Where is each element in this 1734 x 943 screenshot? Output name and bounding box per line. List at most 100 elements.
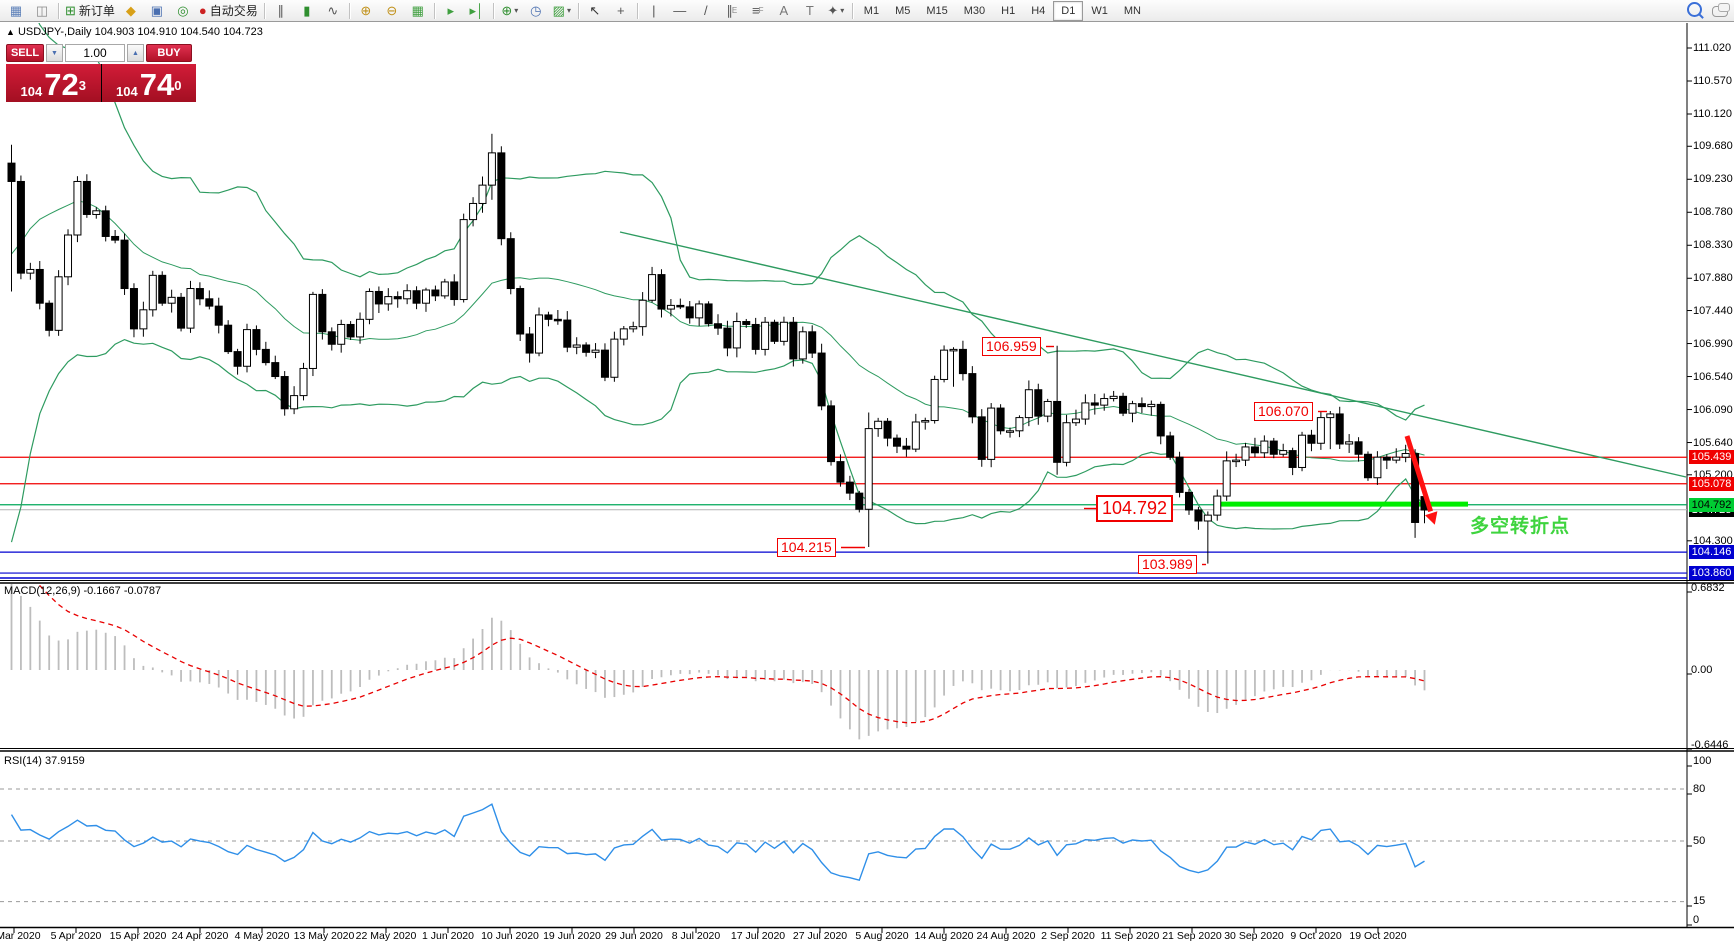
price-callout[interactable]: 104.792 [1096,495,1174,522]
add-indicator-icon[interactable]: ⊕ ▾ [497,0,523,22]
date-axis-label: 11 Sep 2020 [1100,930,1160,942]
date-axis-label: 13 May 2020 [293,930,355,942]
timeframe-button-D1[interactable]: D1 [1053,0,1084,21]
sell-button[interactable]: SELL [6,44,44,62]
candle-bull [1043,400,1052,417]
sell-price-display[interactable]: 104 72 3 [6,64,101,102]
bollinger-upper-band [38,23,1425,421]
candle-bull [619,328,628,340]
candlestick-icon[interactable]: ▮ [294,0,320,22]
candle-bull [1222,460,1231,497]
candle-bull [1213,495,1222,516]
red-down-arrow[interactable] [1404,435,1433,513]
auto-scroll-icon[interactable]: ▸ [438,0,464,22]
price-callout[interactable]: 106.070 [1254,402,1313,421]
bull-bear-turning-point-note[interactable]: 多空转折点 [1470,516,1571,537]
rsi-pane [0,788,1687,903]
candle-bull [874,420,883,430]
tile-windows-icon[interactable]: ▦ [405,0,431,22]
candle-bear [1185,491,1193,511]
cursor-icon[interactable]: ↖ [582,0,608,22]
channel-icon[interactable]: ∥ E [719,0,745,22]
candle-bull [1062,422,1071,463]
search-icon[interactable] [1687,2,1702,17]
template-icon: ▨ [552,2,565,18]
candle-bear [280,376,289,410]
buy-button[interactable]: BUY [146,44,192,62]
crosshair-icon: + [617,2,625,18]
date-axis-label: 10 Jun 2020 [481,930,539,942]
profiles-icon[interactable]: ◫ [29,0,55,22]
date-axis-label: 5 Apr 2020 [50,930,102,942]
trendline-icon[interactable]: / [693,0,719,22]
candle-bear [177,296,186,329]
volume-input[interactable] [65,44,125,62]
bar-chart-icon[interactable]: ∥ [268,0,294,22]
zoom-out-icon[interactable]: ⊖ [379,0,405,22]
timeframe-button-W1[interactable]: W1 [1091,4,1108,17]
volume-decrease-button[interactable]: ▼ [46,44,63,62]
timeframe-button-M1[interactable]: M1 [863,4,880,17]
metaeditor-icon[interactable]: ▣ [144,0,170,22]
price-callout[interactable]: 106.959 [982,337,1041,356]
volume-increase-button[interactable]: ▲ [127,44,144,62]
cursor-icon: ↖ [589,2,601,18]
chart-shift-icon[interactable]: ▸│ [464,0,490,22]
candle-bear [845,481,854,494]
candle-bull [1081,402,1090,420]
main-toolbar: ▦ ◫ ⊞ 新订单 ◆ ▣ ◎ ● 自动交易 ∥ ▮ ∿ ⊕ ⊖ ▦ ▸ ▸│ ⊕ ▾ ◷ ▨ ▾ ↖ + | — / ∥ E ≡ F A T ✦… [0,0,1734,22]
candle-bear [827,405,836,463]
auto-trading-icon-label: 自动交易 [209,3,258,18]
candle-bear [553,318,562,322]
line-chart-icon[interactable]: ∿ [320,0,346,22]
signals-icon[interactable]: ◎ [170,0,196,22]
collapse-chart-icon[interactable]: ▲ [6,27,15,37]
styles-icon[interactable]: ◆ [118,0,144,22]
vertical-line-icon[interactable]: | [641,0,667,22]
charts-grid-icon[interactable]: ▦ [3,0,29,22]
price-callout[interactable]: 103.989 [1138,555,1197,574]
buy-price-display[interactable]: 104 74 0 [101,64,196,102]
chat-icon[interactable] [1712,2,1730,17]
timeframe-button-H4[interactable]: H4 [1031,4,1046,17]
new-order-icon[interactable]: ⊞ 新订单 [62,0,118,22]
red-arrow-head[interactable] [1425,511,1438,525]
zoom-in-icon[interactable]: ⊕ [353,0,379,22]
toolbar-separator [492,2,494,19]
candle-bull [779,321,788,342]
candle-bear [506,238,515,290]
shapes-icon[interactable]: ✦ ▾ [823,0,849,22]
candle-bear [158,274,167,304]
date-axis-label: 4 May 2020 [234,930,290,942]
horizontal-line-icon[interactable]: — [667,0,693,22]
auto-trading-icon[interactable]: ● 自动交易 [196,0,261,22]
text-label-icon[interactable]: T [797,0,823,22]
text-icon[interactable]: A [771,0,797,22]
fibonacci-icon[interactable]: ≡ F [745,0,771,22]
date-axis-label: 19 Jun 2020 [543,930,601,942]
trendline-icon: / [703,2,708,18]
candle-bear [770,321,779,342]
candle-bear [393,296,402,300]
candle-bull [440,281,449,297]
candle-bear [346,323,355,338]
candle-bear [657,274,666,310]
timeframe-button-MN[interactable]: MN [1123,4,1141,17]
vertical-line-icon: | [652,2,656,18]
timeframe-button-H1[interactable]: H1 [1001,4,1016,17]
candle-bull [1373,456,1382,479]
timeframe-button-M15[interactable]: M15 [926,4,948,17]
price-axis-tick: 108.330 [1693,239,1733,252]
descending-trendline[interactable] [619,231,1687,478]
auto-trading-icon: ● [198,2,207,18]
timeframe-button-M30[interactable]: M30 [963,4,986,17]
candle-bull [1298,434,1307,468]
timeframe-button-M5[interactable]: M5 [895,4,911,17]
crosshair-icon[interactable]: + [608,0,634,22]
template-icon[interactable]: ▨ ▾ [549,0,575,22]
candle-bull [290,395,299,410]
period-icon[interactable]: ◷ [523,0,549,22]
price-callout[interactable]: 104.215 [777,538,836,557]
rsi-axis-tick: 15 [1693,895,1706,907]
